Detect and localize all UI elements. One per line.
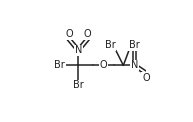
Text: O: O (84, 29, 91, 39)
Text: Br: Br (129, 40, 140, 50)
Text: O: O (131, 40, 138, 50)
Text: Br: Br (73, 80, 84, 90)
Text: O: O (142, 73, 150, 83)
Text: Br: Br (105, 40, 116, 50)
Text: N: N (131, 60, 138, 70)
Text: N: N (74, 45, 82, 55)
Text: O: O (65, 29, 73, 39)
Text: Br: Br (54, 60, 65, 70)
Text: O: O (100, 60, 108, 70)
